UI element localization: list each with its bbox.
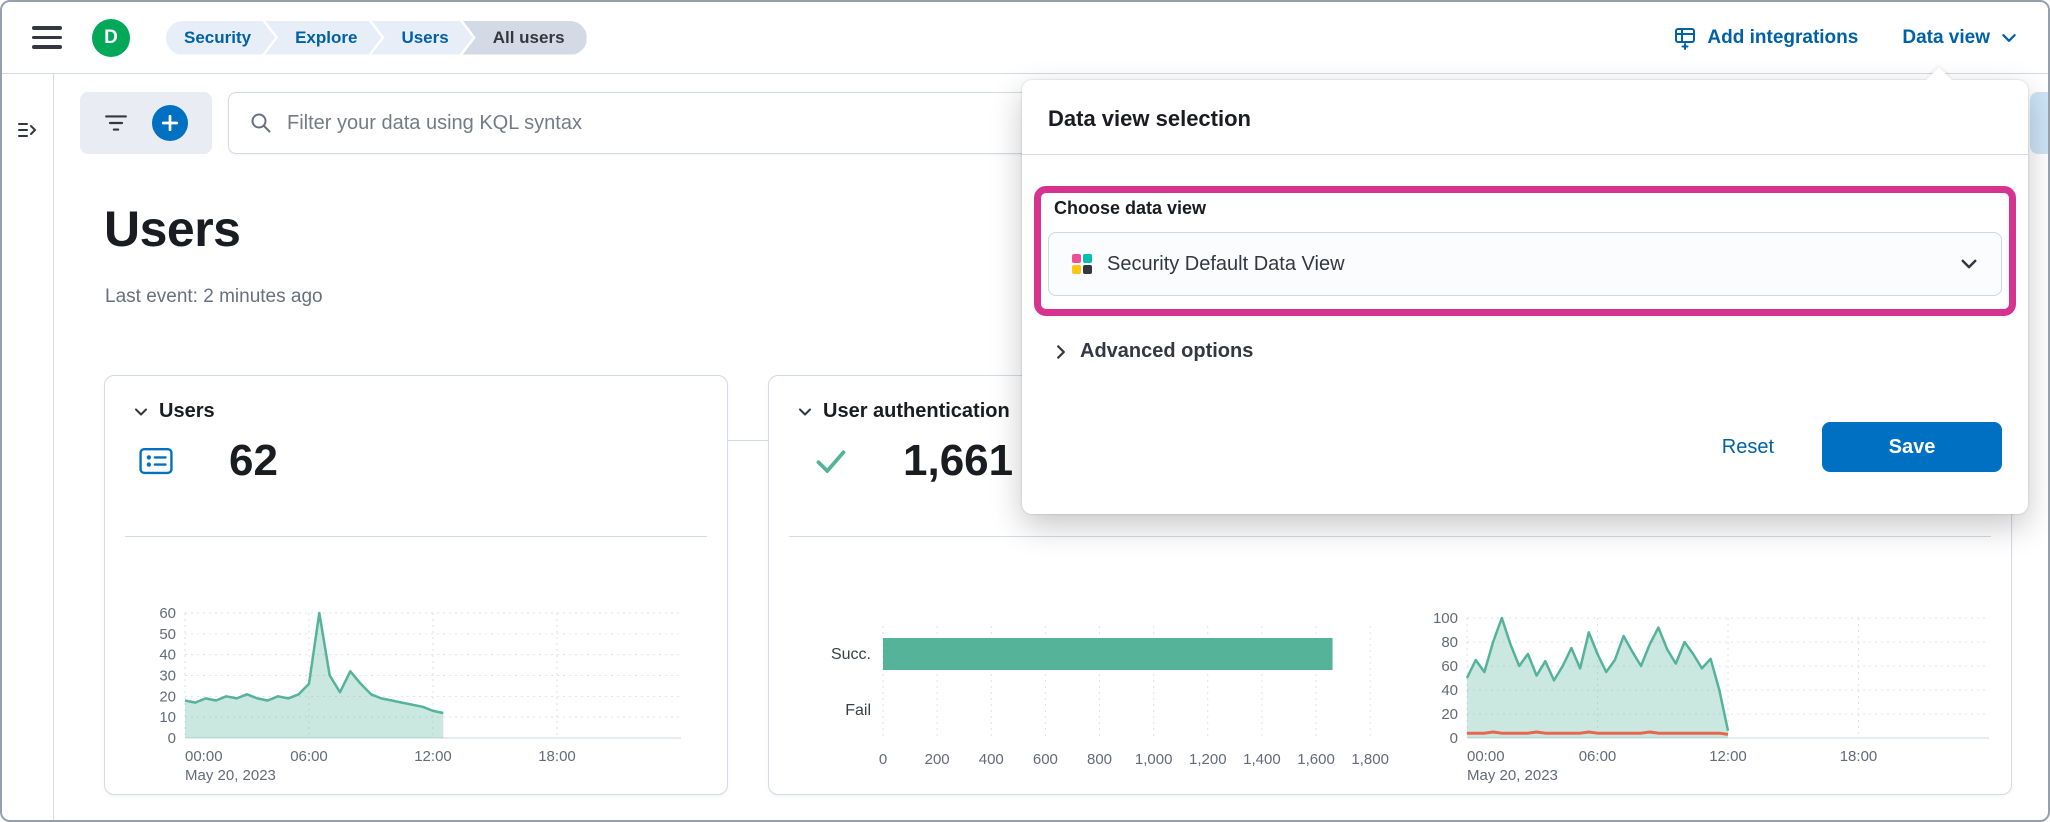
svg-text:800: 800	[1087, 751, 1112, 768]
auth-metric-row: 1,661	[811, 436, 1013, 486]
svg-text:06:00: 06:00	[1579, 748, 1617, 765]
filter-controls-group	[80, 92, 212, 154]
svg-text:1,400: 1,400	[1243, 751, 1281, 768]
popover-divider	[1022, 154, 2028, 155]
auth-bar-chart: 0 200 400 600 800 1,000 1,200 1,400 1,600 1,800 Su…	[799, 616, 1399, 776]
card-divider	[789, 536, 1991, 537]
data-view-button[interactable]: Data view	[1902, 27, 2018, 49]
add-filter-icon	[161, 114, 179, 132]
svg-text:60: 60	[159, 605, 176, 622]
svg-text:30: 30	[159, 668, 176, 685]
auth-area-chart-svg: 100 80 60 40 20 0 00:00 May 20, 2023 06:00 12:00 1…	[1433, 610, 1989, 784]
chevron-right-icon	[1057, 344, 1065, 359]
popover-title: Data view selection	[1048, 106, 1251, 131]
svg-text:1,600: 1,600	[1297, 751, 1335, 768]
svg-text:00:00: 00:00	[185, 748, 223, 765]
breadcrumb-explore[interactable]: Explore	[265, 21, 381, 55]
svg-text:400: 400	[979, 751, 1004, 768]
chevron-down-icon	[2002, 33, 2016, 42]
svg-text:0: 0	[1450, 730, 1458, 747]
breadcrumb-users[interactable]: Users	[371, 21, 472, 55]
users-card-title: Users	[159, 400, 215, 422]
svg-text:18:00: 18:00	[538, 748, 576, 765]
users-count: 62	[229, 436, 278, 485]
check-icon	[816, 450, 846, 473]
users-metric-row: 62	[137, 436, 278, 486]
svg-text:12:00: 12:00	[1709, 748, 1747, 765]
expand-menu-button[interactable]	[16, 118, 40, 142]
page-title: Users	[104, 201, 241, 257]
top-bar: D Security Explore Users All users Add i…	[2, 2, 2048, 74]
svg-text:40: 40	[159, 647, 176, 664]
selected-data-view: Security Default Data View	[1107, 252, 1345, 275]
svg-text:100: 100	[1433, 610, 1458, 627]
save-button[interactable]: Save	[1822, 422, 2002, 472]
svg-text:20: 20	[1441, 706, 1458, 723]
data-view-popover: Data view selection Choose data view Sec…	[1022, 67, 2028, 514]
search-icon	[251, 113, 271, 133]
data-view-label: Data view	[1902, 26, 1990, 48]
add-integrations-icon	[1675, 27, 1696, 50]
breadcrumb: Security Explore Users All users	[166, 20, 587, 55]
expand-menu-icon	[18, 123, 37, 137]
svg-text:0: 0	[168, 730, 176, 747]
collapsed-sidebar	[2, 74, 54, 820]
svg-text:1,200: 1,200	[1189, 751, 1227, 768]
filter-icon	[105, 115, 127, 131]
chevron-down-icon	[799, 408, 811, 415]
svg-text:40: 40	[1441, 682, 1458, 699]
add-integrations-label: Add integrations	[1707, 26, 1859, 48]
svg-text:06:00: 06:00	[290, 748, 328, 765]
advanced-options-toggle[interactable]: Advanced options	[1052, 340, 1253, 363]
svg-text:80: 80	[1441, 634, 1458, 651]
users-metric-icon	[139, 447, 173, 475]
hamburger-icon[interactable]	[32, 26, 62, 49]
filter-button[interactable]	[104, 111, 128, 135]
svg-text:12:00: 12:00	[414, 748, 452, 765]
chevron-down-icon	[135, 408, 147, 415]
svg-text:18:00: 18:00	[1840, 748, 1878, 765]
svg-text:May 20, 2023: May 20, 2023	[1467, 767, 1558, 784]
svg-text:600: 600	[1033, 751, 1058, 768]
svg-text:Fail: Fail	[845, 702, 871, 719]
add-integrations-button[interactable]: Add integrations	[1673, 26, 1858, 50]
choose-data-view-label: Choose data view	[1054, 198, 1207, 218]
auth-count: 1,661	[903, 436, 1014, 485]
users-area-chart: 60 50 40 30 20 10 0 00:00 May 20, 2023 06:00 12:00…	[117, 605, 707, 784]
svg-text:20: 20	[159, 688, 176, 705]
svg-text:200: 200	[925, 751, 950, 768]
svg-text:1,800: 1,800	[1351, 751, 1389, 768]
svg-text:10: 10	[159, 709, 176, 726]
auth-card-header[interactable]: User authentication	[797, 400, 1010, 423]
popover-footer: Reset Save	[1722, 422, 2002, 472]
last-event-text: Last event: 2 minutes ago	[105, 286, 323, 307]
card-divider	[125, 536, 707, 537]
svg-text:Succ.: Succ.	[831, 646, 871, 663]
svg-text:0: 0	[879, 751, 887, 768]
chevron-down-icon[interactable]	[1959, 254, 1979, 274]
add-filter-button[interactable]	[152, 105, 188, 141]
breadcrumb-security[interactable]: Security	[166, 21, 275, 55]
svg-text:00:00: 00:00	[1467, 748, 1505, 765]
topbar-actions: Add integrations Data view	[1673, 26, 2018, 50]
auth-area-chart: 100 80 60 40 20 0 00:00 May 20, 2023 06:00 12:00 1…	[1409, 610, 2009, 784]
auth-bar-chart-svg: 0 200 400 600 800 1,000 1,200 1,400 1,600 1,800 Su…	[831, 626, 1389, 768]
users-kpi-card: Users 62 60 50 40 30 20 10 0 00:00 May 20, 2023 0…	[104, 375, 728, 795]
reset-button[interactable]: Reset	[1721, 435, 1774, 458]
breadcrumb-all-users: All users	[462, 20, 587, 55]
users-card-header[interactable]: Users	[133, 400, 215, 423]
svg-text:May 20, 2023: May 20, 2023	[185, 767, 276, 784]
svg-text:1,000: 1,000	[1135, 751, 1173, 768]
space-avatar[interactable]: D	[92, 18, 130, 57]
data-view-logo-icon	[1072, 254, 1092, 274]
svg-text:50: 50	[159, 626, 176, 643]
data-view-select[interactable]: Security Default Data View	[1048, 232, 2002, 296]
svg-text:60: 60	[1441, 658, 1458, 675]
advanced-options-label: Advanced options	[1080, 340, 1254, 362]
auth-card-title: User authentication	[823, 400, 1010, 422]
users-area-chart-svg: 60 50 40 30 20 10 0 00:00 May 20, 2023 06:00 12:00…	[159, 605, 681, 784]
update-button-partial[interactable]	[2030, 92, 2048, 154]
